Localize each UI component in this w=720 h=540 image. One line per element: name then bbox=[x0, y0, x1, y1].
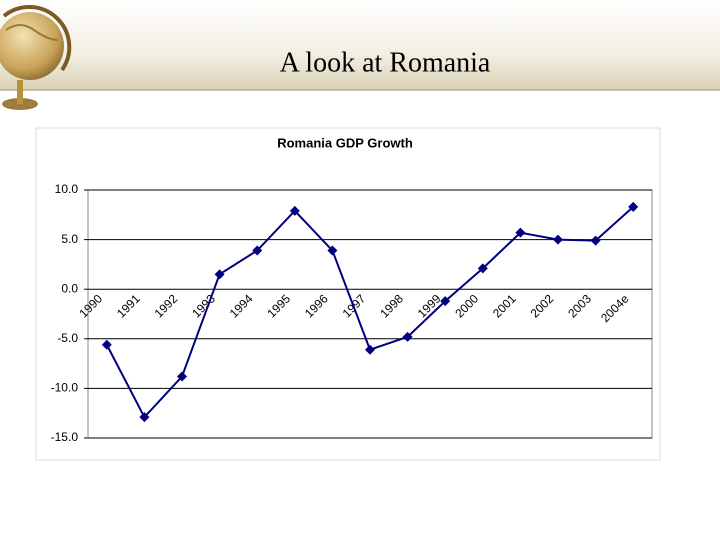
marker bbox=[628, 201, 639, 212]
marker bbox=[101, 339, 112, 350]
marker bbox=[553, 234, 563, 245]
marker bbox=[214, 269, 225, 280]
marker bbox=[402, 331, 413, 342]
marker bbox=[515, 227, 526, 238]
y-tick-label: -5.0 bbox=[57, 331, 78, 345]
chart-title: Romania GDP Growth bbox=[277, 135, 413, 150]
marker bbox=[477, 263, 488, 274]
y-tick-label: 5.0 bbox=[61, 232, 78, 246]
marker bbox=[139, 412, 150, 423]
y-tick-label: -10.0 bbox=[51, 381, 79, 395]
globe-icon bbox=[0, 5, 72, 110]
marker bbox=[327, 245, 338, 256]
y-tick-label: -15.0 bbox=[51, 430, 79, 444]
y-tick-label: 10.0 bbox=[55, 182, 79, 196]
y-tick-label: 0.0 bbox=[61, 281, 78, 295]
marker bbox=[365, 344, 375, 355]
marker bbox=[440, 296, 451, 307]
marker bbox=[177, 371, 187, 382]
marker bbox=[252, 245, 263, 256]
marker bbox=[289, 205, 300, 216]
marker bbox=[590, 235, 601, 246]
header-band bbox=[0, 0, 720, 90]
slide-title: A look at Romania bbox=[280, 47, 491, 78]
